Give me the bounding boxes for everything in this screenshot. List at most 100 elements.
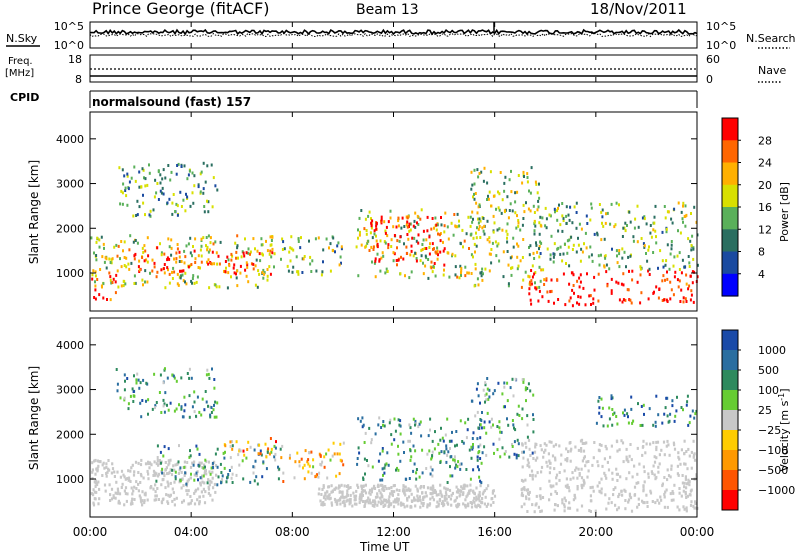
scatter-cell — [677, 229, 679, 233]
ground-scatter-cell — [190, 499, 193, 503]
scatter-cell — [646, 259, 649, 263]
ground-scatter-cell — [588, 509, 591, 513]
scatter-cell — [527, 274, 530, 278]
ground-scatter-cell — [592, 456, 595, 460]
scatter-cell — [535, 241, 537, 245]
scatter-cell — [526, 435, 529, 439]
ground-scatter-cell — [667, 474, 671, 478]
scatter-cell — [239, 264, 242, 268]
scatter-cell — [249, 250, 252, 254]
ground-scatter-cell — [594, 509, 597, 513]
ground-scatter-cell — [330, 501, 333, 505]
ground-scatter-cell — [445, 497, 448, 501]
ground-scatter-cell — [389, 492, 392, 496]
ground-scatter-cell — [556, 504, 559, 508]
ground-scatter-cell — [463, 486, 466, 490]
scatter-cell — [661, 230, 664, 234]
scatter-cell — [214, 452, 217, 456]
ground-scatter-cell — [106, 470, 109, 474]
scatter-cell — [414, 251, 417, 255]
ground-scatter-cell — [436, 500, 439, 504]
ground-scatter-cell — [101, 463, 104, 467]
scatter-cell — [639, 301, 642, 305]
scatter-cell — [490, 248, 493, 251]
scatter-cell — [469, 224, 472, 228]
scatter-cell — [214, 240, 217, 244]
scatter-cell — [621, 256, 624, 260]
scatter-cell — [282, 471, 285, 475]
scatter-cell — [143, 176, 145, 180]
ground-scatter-cell — [462, 484, 465, 488]
scatter-cell — [508, 209, 511, 212]
ground-scatter-cell — [458, 502, 461, 506]
scatter-cell — [381, 447, 384, 450]
scatter-cell — [567, 245, 570, 249]
scatter-cell — [464, 265, 467, 269]
scatter-cell — [513, 452, 516, 456]
scatter-cell — [581, 250, 584, 254]
scatter-cell — [136, 213, 139, 217]
scatter-cell — [162, 398, 165, 402]
scatter-cell — [588, 255, 591, 259]
scatter-cell — [176, 247, 179, 251]
scatter-cell — [562, 216, 565, 220]
scatter-cell — [565, 262, 567, 265]
scatter-cell — [540, 241, 543, 245]
scatter-cell — [626, 224, 628, 227]
scatter-cell — [469, 215, 472, 219]
ground-scatter-cell — [684, 492, 687, 496]
ground-scatter-cell — [325, 490, 329, 494]
scatter-cell — [210, 163, 213, 167]
scatter-cell — [255, 258, 258, 262]
scatter-cell — [680, 288, 683, 292]
scatter-cell — [578, 285, 581, 289]
scatter-cell — [532, 251, 535, 255]
scatter-cell — [471, 210, 474, 214]
scatter-cell — [204, 465, 206, 469]
scatter-cell — [511, 266, 514, 270]
ground-scatter-cell — [170, 473, 174, 477]
scatter-cell — [470, 445, 473, 449]
ground-scatter-cell — [392, 505, 396, 509]
scatter-cell — [626, 412, 629, 416]
scatter-cell — [216, 262, 219, 266]
scatter-cell — [148, 171, 151, 175]
ground-scatter-cell — [672, 441, 675, 445]
scatter-cell — [206, 164, 209, 168]
scatter-cell — [340, 247, 343, 251]
scatter-cell — [109, 261, 112, 264]
ground-scatter-cell — [207, 485, 210, 489]
scatter-cell — [269, 272, 272, 276]
scatter-cell — [396, 239, 399, 243]
scatter-cell — [398, 423, 401, 427]
scatter-cell — [454, 466, 457, 470]
ground-scatter-cell — [641, 445, 644, 449]
scatter-cell — [431, 217, 434, 220]
scatter-cell — [608, 267, 611, 271]
scatter-cell — [533, 257, 536, 260]
scatter-cell — [109, 278, 112, 282]
scatter-cell — [528, 292, 531, 296]
scatter-cell — [498, 208, 501, 212]
scatter-cell — [528, 287, 531, 291]
ground-scatter-cell — [387, 505, 390, 509]
scatter-cell — [94, 297, 97, 301]
ground-scatter-cell — [491, 489, 495, 493]
ground-scatter-cell — [196, 470, 199, 474]
ground-scatter-cell — [455, 490, 459, 494]
scatter-cell — [623, 408, 626, 412]
ground-scatter-cell — [393, 484, 396, 487]
ground-scatter-cell — [526, 488, 529, 492]
scatter-cell — [162, 381, 165, 385]
ground-scatter-cell — [181, 478, 184, 481]
scatter-cell — [126, 203, 129, 207]
ground-scatter-cell — [642, 484, 645, 488]
ground-scatter-cell — [189, 495, 192, 498]
scatter-cell — [260, 237, 263, 241]
ground-scatter-cell — [202, 494, 205, 498]
scatter-cell — [509, 256, 512, 260]
ground-scatter-cell — [676, 505, 679, 509]
ground-scatter-cell — [457, 504, 460, 508]
scatter-cell — [528, 275, 531, 279]
scatter-cell — [200, 170, 203, 174]
